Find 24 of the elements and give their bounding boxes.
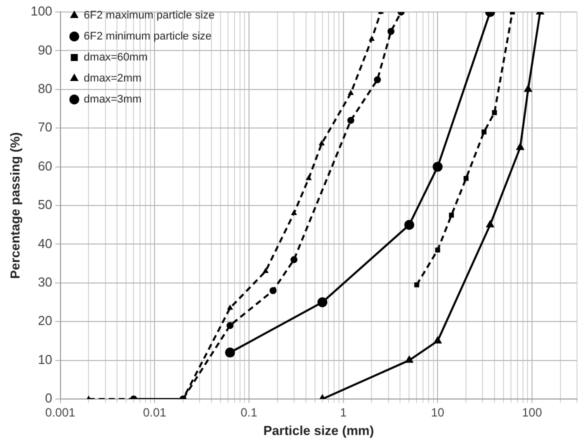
x-tick-label: 0.001	[45, 406, 76, 420]
y-tick-label: 70	[38, 120, 52, 135]
y-tick-label: 100	[30, 4, 52, 19]
x-tick-label: 0.01	[142, 406, 167, 420]
legend-label: dmax=60mm	[84, 52, 148, 64]
legend-label: 6F2 minimum particle size	[84, 30, 212, 43]
y-tick-label: 20	[38, 313, 52, 328]
y-tick-label: 30	[38, 274, 52, 290]
x-tick-label: 1	[340, 406, 347, 420]
legend-label: dmax=3mm	[84, 94, 142, 106]
y-tick-label: 90	[38, 42, 52, 58]
y-tick-label: 50	[38, 197, 52, 212]
y-axis-title: Percentage passing (%)	[7, 132, 22, 279]
x-tick-label: 100	[522, 406, 542, 420]
legend-label: dmax=2mm	[84, 72, 142, 85]
x-tick-label: 10	[430, 406, 445, 420]
y-tick-label: 80	[38, 80, 52, 96]
legend-label: 6F2 maximum particle size	[84, 10, 215, 22]
x-axis-title: Particle size (mm)	[263, 422, 374, 438]
y-tick-label: 60	[38, 158, 52, 174]
y-tick-label: 40	[38, 236, 52, 251]
y-tick-label: 10	[38, 352, 52, 367]
x-tick-label: 0.1	[240, 406, 258, 420]
y-tick-label: 0	[45, 390, 52, 406]
